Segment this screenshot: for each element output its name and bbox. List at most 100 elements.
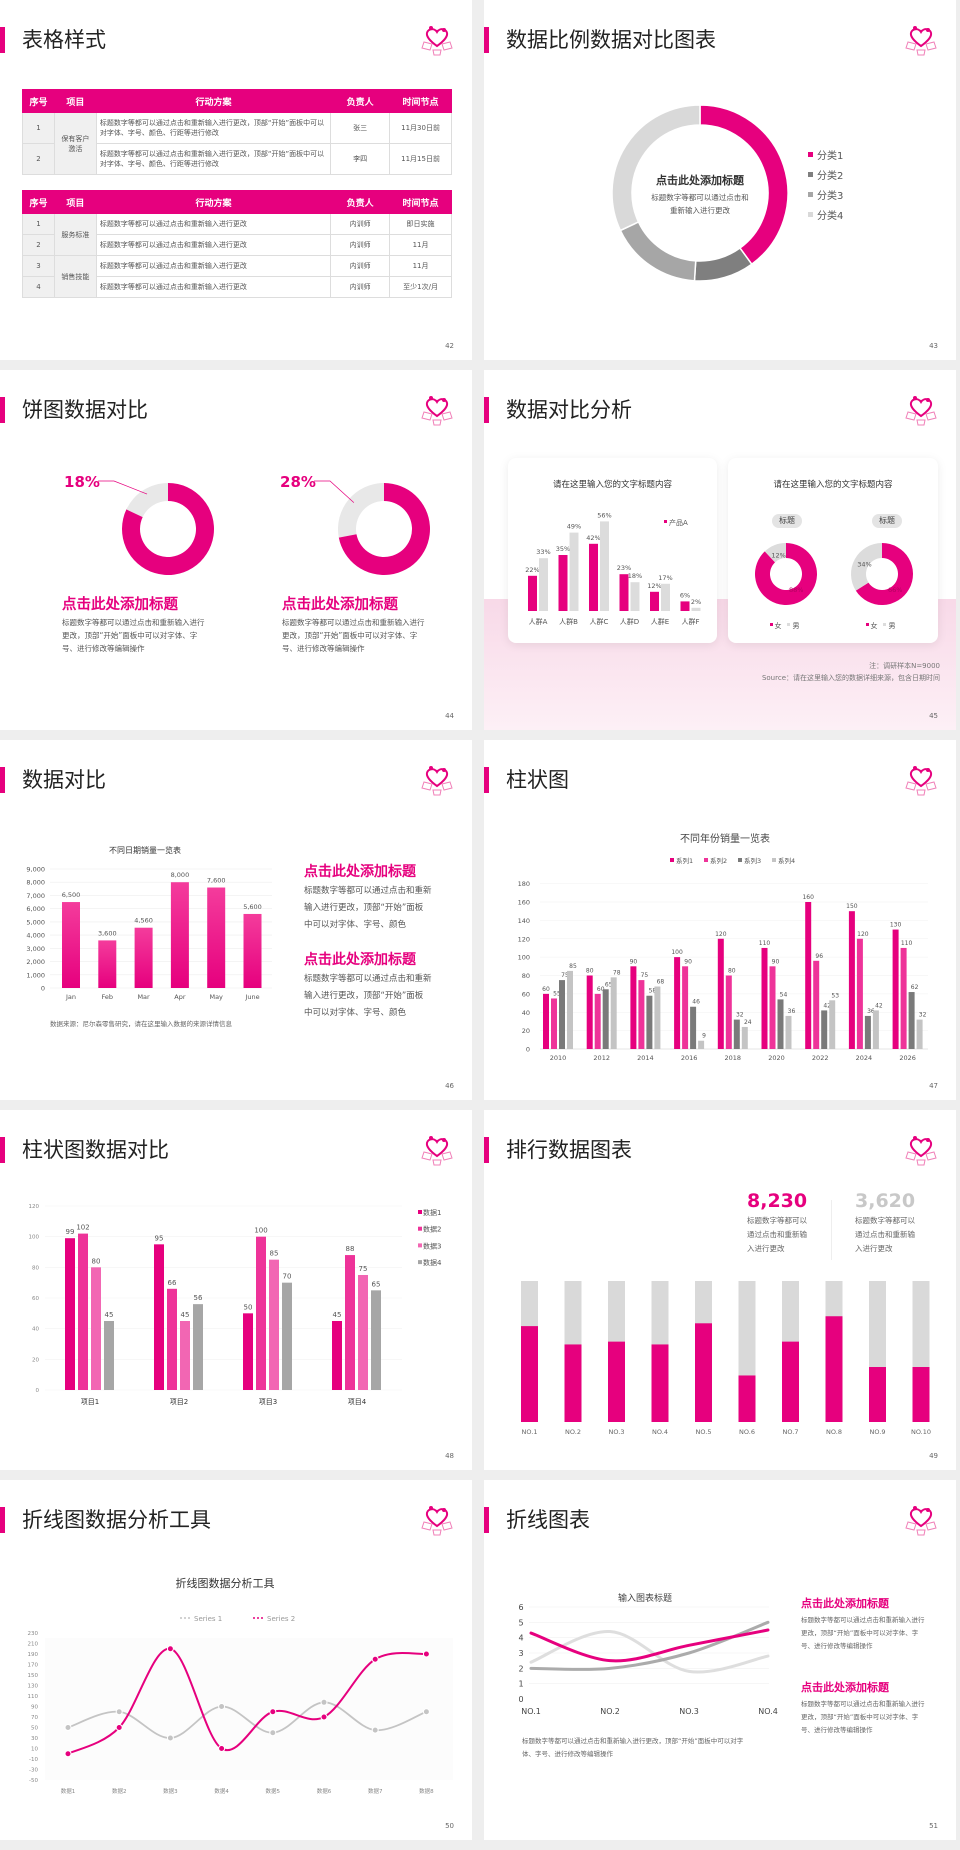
data-point <box>422 1650 430 1658</box>
table-row: 1 服务标准 标题数字等都可以通过点击和重新输入进行更改 内训师 即日实施 <box>22 213 452 256</box>
bar-value-label: 160 <box>802 894 814 901</box>
legend-label: 数据2 <box>423 1225 441 1234</box>
bar-value-label: 80 <box>728 968 736 975</box>
bar-value-label: 33% <box>536 548 550 556</box>
heart-figure-logo-icon <box>905 1506 937 1536</box>
table-header-row: 序号 项目 行动方案 负责人 时间节点 <box>22 190 452 214</box>
title-accent-bar <box>0 397 5 423</box>
y-tick-label: 60 <box>522 990 530 998</box>
bar <box>698 1040 705 1049</box>
data-point <box>269 1708 277 1716</box>
x-tick-label: 项目4 <box>348 1398 367 1406</box>
slide-title: 数据对比分析 <box>506 398 632 422</box>
action-cell: 标题数字等都可以通过点击和重新输入进行更改 <box>95 276 332 298</box>
bar <box>243 913 262 988</box>
action-cell: 标题数字等都可以通过点击和重新输入进行更改，顶部“开始”面板中可以对字体、字号、… <box>95 143 332 175</box>
bar <box>589 543 598 611</box>
bar-value-label: 65 <box>605 981 613 988</box>
block-line: 输入进行更改，顶部“开始”面板 <box>304 903 424 913</box>
bar <box>167 1288 177 1390</box>
legend-label: Series 1 <box>194 1615 222 1623</box>
heart-figure-logo-icon <box>421 26 453 56</box>
x-tick-label: NO.8 <box>826 1428 842 1436</box>
bar-value-label: 42 <box>823 1002 831 1009</box>
x-tick-label: 数据4 <box>214 1787 229 1795</box>
bar <box>600 521 609 611</box>
logo-heart <box>425 398 449 418</box>
bar <box>680 601 690 611</box>
x-tick-label: NO.2 <box>600 1707 620 1716</box>
bar <box>892 929 899 1049</box>
title-accent-bar <box>484 1507 489 1533</box>
y-tick-label: 5 <box>518 1618 523 1627</box>
slide-title: 柱状图 <box>506 768 569 792</box>
logo-head <box>926 1508 930 1512</box>
logo-head <box>926 398 930 402</box>
stat-value: 8,230 <box>747 1190 808 1212</box>
bar <box>78 1233 88 1390</box>
text-block: 点击此处添加标题 标题数字等都可以通过点击和重新 输入进行更改，顶部“开始”面板… <box>304 949 432 1022</box>
bar-value-label: 60 <box>597 986 605 993</box>
bar <box>650 591 659 611</box>
block-heading: 点击此处添加标题 <box>801 1597 889 1610</box>
text-block: 点击此处添加标题 标题数字等都可以通过点击和重新输入进行 更改，顶部“开始”面板… <box>801 1595 925 1653</box>
table-row: 2 标题数字等都可以通过点击和重新输入进行更改，顶部“开始”面板中可以对字体、字号… <box>22 143 452 175</box>
bar <box>674 957 681 1049</box>
y-tick-label: 50 <box>31 1726 38 1732</box>
owner-cell: 内训师 <box>330 213 391 235</box>
comparison-charts: 22%33%人群A35%49%人群B42%56%人群C23%18%人群D12%1… <box>525 511 913 630</box>
block-line: 号、进行修改等编辑操作 <box>801 1642 873 1650</box>
bar <box>690 1006 697 1049</box>
owner-cell: 李四 <box>330 143 391 175</box>
page-number: 48 <box>445 1452 454 1460</box>
bar <box>646 995 653 1049</box>
bar <box>864 1015 871 1049</box>
logo-head <box>913 396 917 400</box>
y-tick-label: 90 <box>31 1705 38 1711</box>
bar <box>193 1304 203 1390</box>
stat-line: 入进行更改 <box>855 1244 893 1253</box>
tag-pill: 标题 <box>872 514 902 528</box>
bar-fill <box>695 1323 712 1422</box>
card-title: 请在这里输入您的文字标题内容 <box>552 480 672 490</box>
data-point <box>320 1698 328 1706</box>
title-accent-bar <box>0 767 5 793</box>
legend-label: 数据4 <box>423 1258 442 1267</box>
x-tick-label: 项目1 <box>81 1398 99 1406</box>
item-text: 标题数字等都可以通过点击和重新输入进行更改，顶部“开始”面板中可以对字体、字号、… <box>282 618 425 653</box>
x-tick-label: NO.4 <box>652 1428 668 1436</box>
column-header: 时间节点 <box>389 89 452 113</box>
series-line <box>529 1628 770 1663</box>
legend-swatch <box>664 520 667 523</box>
chart-title: 输入图表标题 <box>618 1592 672 1604</box>
bar-value-label: 58 <box>649 988 657 995</box>
bar <box>682 966 689 1049</box>
y-tick-label: 3,000 <box>26 945 45 953</box>
bar-value-label: 90 <box>630 958 638 965</box>
bar <box>761 947 768 1049</box>
bar <box>154 1244 164 1390</box>
chart-caption: 标题数字等都可以通过点击和重新输入进行更改，顶部“开始”面板中可以对字 体、字号… <box>522 1735 743 1761</box>
bar <box>586 975 593 1049</box>
x-tick-label: NO.3 <box>609 1428 625 1436</box>
bar <box>661 583 670 611</box>
slide-title: 数据比例数据对比图表 <box>506 28 716 52</box>
ring-center-line: 重新输入进行更改 <box>670 206 730 215</box>
y-tick-label: 190 <box>28 1652 39 1658</box>
bar <box>62 902 80 988</box>
bar <box>134 927 153 988</box>
slide-title: 柱状图数据对比 <box>22 1138 169 1162</box>
bar-value-label: 70 <box>283 1273 292 1281</box>
page-number: 51 <box>929 1822 938 1830</box>
stat-block: 3,620 标题数字等都可以 通过点击和重新输 入进行更改 <box>855 1190 915 1256</box>
bar <box>654 986 661 1049</box>
legend-label: 分类1 <box>817 149 843 162</box>
logo-head <box>429 766 433 770</box>
bar <box>256 1236 266 1390</box>
legend-swatch <box>770 623 773 626</box>
x-tick-label: NO.4 <box>758 1707 778 1716</box>
x-tick-label: NO.5 <box>696 1428 712 1436</box>
legend-swatch <box>418 1210 422 1214</box>
slide-50: 折线图数据分析工具 折线图数据分析工具 Series 1 Series 2 -50 -3… <box>0 1480 472 1840</box>
